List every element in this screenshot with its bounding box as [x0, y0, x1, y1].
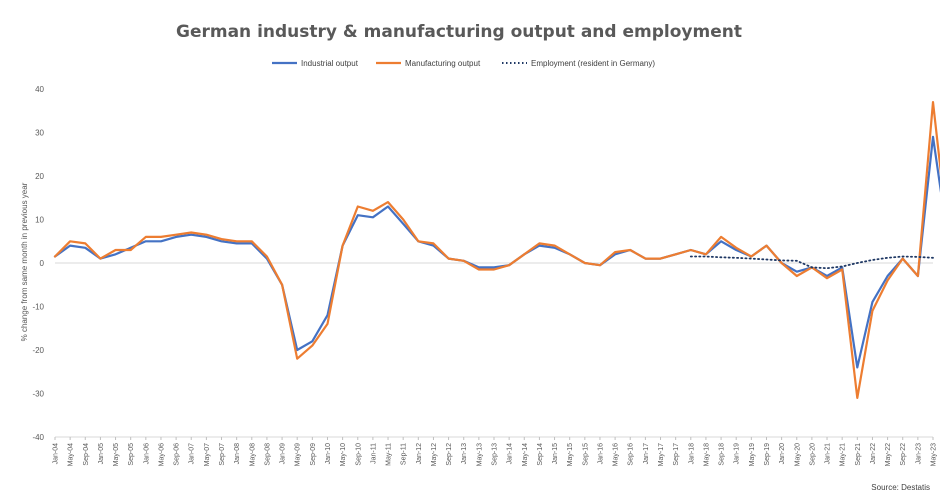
- x-tick-label: Sep-11: [401, 443, 408, 465]
- x-tick-label: Sep-21: [855, 443, 862, 466]
- x-tick-label: Sep-18: [719, 443, 726, 466]
- x-tick-label: Sep-22: [900, 443, 907, 466]
- y-tick-label: 20: [35, 172, 44, 181]
- x-tick-label: Jan-23: [915, 443, 922, 465]
- x-tick-label: Jan-14: [507, 443, 514, 465]
- x-tick-label: Jan-16: [597, 443, 604, 465]
- series-group: [53, 101, 940, 399]
- chart-title: German industry & manufacturing output a…: [176, 22, 742, 42]
- x-tick-label: Jan-21: [825, 443, 832, 465]
- x-tick-label: May-18: [703, 443, 710, 466]
- x-tick-label: May-20: [794, 443, 801, 466]
- x-tick-label: Jan-19: [734, 443, 741, 465]
- x-tick-label: Jan-10: [325, 443, 332, 465]
- x-tick-label: Sep-09: [310, 443, 317, 466]
- x-tick-label: Jan-20: [779, 443, 786, 465]
- x-tick-label: Sep-08: [264, 443, 271, 466]
- x-tick-label: May-15: [567, 443, 574, 466]
- x-tick-label: Jan-05: [98, 443, 105, 465]
- y-tick-label: 40: [35, 85, 44, 94]
- series-line-employment: [689, 255, 934, 270]
- series-line-manufacturing-output: [53, 101, 940, 399]
- x-tick-label: May-22: [885, 443, 892, 466]
- x-tick-label: Jan-07: [189, 443, 196, 465]
- x-tick-label: Jan-18: [688, 443, 695, 465]
- x-tick-label: May-12: [431, 443, 438, 466]
- legend-label-industrial-output: Industrial output: [301, 59, 359, 68]
- series-line-industrial-output: [53, 135, 940, 369]
- x-tick-label: May-19: [749, 443, 756, 466]
- y-axis: 40 30 20 10 0 -10 -20 -30 -40: [32, 85, 44, 442]
- x-tick-label: May-16: [613, 443, 620, 466]
- x-tick-label: Jan-11: [370, 443, 377, 464]
- x-tick-label: May-08: [249, 443, 256, 466]
- x-tick-label: Sep-06: [174, 443, 181, 466]
- x-tick-label: Sep-19: [764, 443, 771, 466]
- x-tick-label: Jan-06: [143, 443, 150, 465]
- y-tick-label: 10: [35, 216, 44, 225]
- y-tick-label: -10: [32, 303, 44, 312]
- x-tick-label: Jan-08: [234, 443, 241, 465]
- x-tick-label: Jan-12: [416, 443, 423, 465]
- x-tick-label: May-06: [158, 443, 165, 466]
- x-tick-label: Sep-04: [83, 443, 90, 466]
- legend: Industrial output Manufacturing output E…: [272, 59, 655, 68]
- y-tick-label: -30: [32, 390, 44, 399]
- y-tick-label: 0: [40, 259, 45, 268]
- x-tick-label: May-17: [658, 443, 665, 466]
- x-tick-label: Sep-07: [219, 443, 226, 466]
- x-tick-label: Sep-05: [128, 443, 135, 466]
- x-tick-label: Sep-13: [492, 443, 499, 466]
- x-tick-label: Sep-15: [582, 443, 589, 466]
- x-tick-label: May-10: [340, 443, 347, 466]
- y-tick-label: 30: [35, 129, 44, 138]
- x-tick-label: May-07: [204, 443, 211, 466]
- x-tick-label: Sep-20: [809, 443, 816, 466]
- x-tick-label: Jan-13: [461, 443, 468, 465]
- x-tick-label: May-23: [931, 443, 938, 466]
- y-tick-label: -20: [32, 346, 44, 355]
- x-tick-label: May-13: [476, 443, 483, 466]
- x-tick-label: Jan-15: [552, 443, 559, 465]
- x-tick-label: Jan-04: [53, 443, 60, 465]
- x-tick-label: May-11: [386, 443, 393, 466]
- x-tick-label: Sep-10: [355, 443, 362, 466]
- x-axis: Jan-04 May-04 Sep-04 Jan-05 May-05 Sep-05 Jan-…: [53, 262, 938, 466]
- x-tick-label: Sep-12: [446, 443, 453, 466]
- x-tick-label: Sep-17: [673, 443, 680, 466]
- x-tick-label: May-05: [113, 443, 120, 466]
- x-tick-label: Jan-22: [870, 443, 877, 465]
- y-tick-label: -40: [32, 433, 44, 442]
- x-tick-label: May-21: [840, 443, 847, 466]
- x-tick-label: May-14: [522, 443, 529, 466]
- x-tick-label: Sep-14: [537, 443, 544, 466]
- x-tick-label: Jan-09: [280, 443, 287, 465]
- legend-label-manufacturing-output: Manufacturing output: [405, 59, 481, 68]
- source-note: Source: Destatis: [871, 483, 930, 492]
- legend-label-employment: Employment (resident in Germany): [531, 59, 655, 68]
- x-tick-label: Jan-17: [643, 443, 650, 465]
- x-tick-label: May-04: [68, 443, 75, 466]
- y-axis-label: % change from same month in previous yea…: [20, 182, 29, 341]
- x-tick-label: Sep-16: [628, 443, 635, 466]
- x-tick-label: May-09: [295, 443, 302, 466]
